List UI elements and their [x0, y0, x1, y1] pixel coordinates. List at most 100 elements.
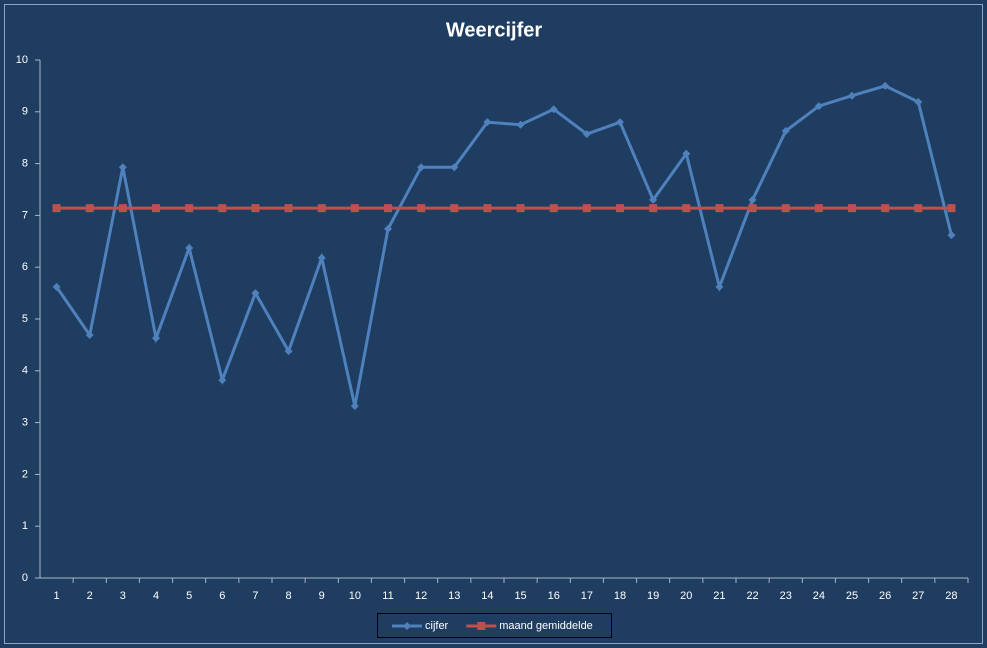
x-tick-label: 2: [87, 590, 93, 602]
y-tick-label: 3: [22, 417, 28, 429]
x-tick-label: 14: [481, 590, 493, 602]
x-tick-label: 22: [746, 590, 758, 602]
y-tick-label: 5: [22, 313, 28, 325]
x-tick-label: 3: [120, 590, 126, 602]
data-point: [549, 204, 558, 213]
legend-marker: [477, 622, 486, 630]
data-point: [450, 163, 459, 172]
y-tick-label: 8: [22, 158, 28, 170]
data-point: [251, 289, 260, 298]
data-point: [947, 231, 956, 240]
data-point: [52, 204, 61, 213]
y-tick-label: 7: [22, 209, 28, 221]
data-point: [85, 331, 94, 340]
data-point: [218, 376, 227, 385]
data-point: [814, 102, 823, 111]
data-point: [417, 163, 426, 172]
x-tick-label: 16: [548, 590, 560, 602]
data-point: [781, 126, 790, 135]
data-point: [881, 204, 890, 213]
y-tick-label: 10: [16, 54, 28, 66]
data-point: [881, 81, 890, 90]
data-point: [748, 204, 757, 213]
data-point: [417, 204, 426, 213]
series-line: [55, 84, 953, 407]
x-tick-label: 4: [153, 590, 159, 602]
data-point: [384, 224, 392, 233]
data-point: [284, 347, 293, 356]
x-tick-label: 26: [879, 590, 891, 602]
data-point: [350, 204, 359, 213]
data-point: [947, 204, 956, 213]
data-point: [582, 204, 591, 213]
data-point: [748, 195, 757, 204]
y-tick-label: 9: [22, 106, 28, 118]
legend-label: cijfer: [425, 620, 449, 632]
x-tick-label: 9: [319, 590, 325, 602]
data-point: [682, 149, 691, 158]
data-point: [350, 402, 359, 411]
x-tick-label: 17: [581, 590, 593, 602]
data-point: [450, 204, 459, 213]
data-point: [715, 204, 724, 213]
x-tick-label: 27: [912, 590, 924, 602]
data-point: [616, 204, 624, 213]
data-point: [483, 204, 492, 213]
data-point: [781, 204, 790, 213]
x-tick-label: 1: [54, 590, 60, 602]
data-point: [582, 130, 591, 139]
data-point: [483, 118, 492, 127]
data-point: [516, 204, 525, 213]
data-point: [218, 204, 227, 213]
data-point: [118, 163, 127, 172]
data-point: [251, 204, 260, 213]
y-tick-label: 4: [22, 365, 28, 377]
data-point: [152, 204, 160, 213]
x-tick-label: 11: [382, 590, 393, 602]
legend-box: [377, 613, 612, 638]
data-point: [914, 97, 923, 106]
data-point: [516, 120, 525, 129]
y-tick-label: 1: [22, 520, 28, 532]
data-point: [649, 195, 658, 204]
data-point: [284, 204, 293, 213]
data-point: [682, 204, 691, 213]
data-point: [848, 91, 856, 100]
x-tick-label: 7: [252, 590, 258, 602]
data-point: [317, 204, 326, 213]
x-tick-label: 13: [448, 590, 460, 602]
y-tick-label: 2: [22, 468, 28, 480]
legend-label: maand gemiddelde: [499, 620, 593, 632]
data-point: [317, 253, 326, 262]
data-point: [384, 204, 392, 213]
data-point: [85, 204, 94, 213]
x-tick-label: 5: [186, 590, 192, 602]
data-point: [549, 105, 558, 114]
data-point: [185, 244, 194, 253]
data-point: [185, 204, 194, 213]
x-tick-label: 18: [614, 590, 626, 602]
x-tick-label: 20: [680, 590, 692, 602]
data-point: [649, 204, 658, 213]
data-point: [152, 334, 160, 343]
x-tick-label: 6: [219, 590, 225, 602]
x-tick-label: 10: [349, 590, 361, 602]
data-point: [715, 282, 724, 291]
chart-border: [4, 4, 983, 644]
x-tick-label: 12: [415, 590, 427, 602]
y-tick-label: 0: [22, 572, 28, 584]
data-point: [52, 282, 61, 291]
x-tick-label: 15: [514, 590, 526, 602]
x-tick-label: 19: [647, 590, 659, 602]
x-tick-label: 23: [780, 590, 792, 602]
x-tick-label: 28: [945, 590, 957, 602]
y-tick-label: 6: [22, 261, 28, 273]
data-point: [914, 204, 923, 213]
legend-marker: [403, 622, 411, 630]
x-tick-label: 8: [286, 590, 292, 602]
data-point: [814, 204, 823, 213]
x-tick-label: 24: [813, 590, 825, 602]
